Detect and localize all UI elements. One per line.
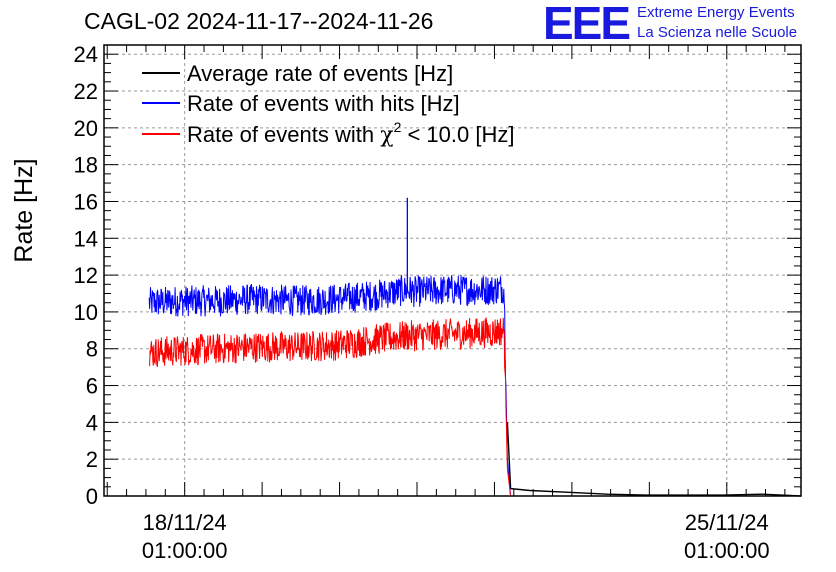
x-tick-label-date: 18/11/24 <box>143 510 227 535</box>
y-tick-label: 6 <box>86 374 98 399</box>
y-tick-label: 16 <box>74 189 98 214</box>
y-tick-label: 12 <box>74 263 98 288</box>
series-hits-rate <box>148 274 512 497</box>
eee-logo-mark: EEE <box>543 0 631 49</box>
eee-logo-line1: Extreme Energy Events <box>637 4 795 21</box>
y-tick-label: 20 <box>74 116 98 141</box>
x-tick-label-time: 01:00:00 <box>142 538 228 563</box>
legend-label: Rate of events with hits [Hz] <box>187 91 460 116</box>
y-tick-label: 18 <box>74 153 98 178</box>
y-tick-label: 4 <box>86 410 98 435</box>
y-tick-label: 0 <box>86 484 98 509</box>
series-chi2-rate <box>148 317 801 497</box>
y-axis-label: Rate [Hz] <box>10 158 38 262</box>
y-tick-label: 14 <box>74 226 98 251</box>
x-tick-label-time: 01:00:00 <box>684 538 770 563</box>
y-tick-label: 8 <box>86 337 98 362</box>
legend-label: Average rate of events [Hz] <box>187 61 453 86</box>
eee-logo-line2: La Scienza nelle Scuole <box>637 24 798 41</box>
x-tick-label-date: 25/11/24 <box>685 510 769 535</box>
y-tick-label: 24 <box>74 42 98 67</box>
chart-title: CAGL-02 2024-11-17--2024-11-26 <box>84 8 434 34</box>
y-tick-label: 2 <box>86 447 98 472</box>
plot-frame <box>103 44 802 497</box>
y-tick-label: 10 <box>74 300 98 325</box>
y-tick-label: 22 <box>74 79 98 104</box>
series-average-rate <box>506 422 802 497</box>
legend-label: Rate of events with χ2 < 10.0 [Hz] <box>187 119 514 148</box>
